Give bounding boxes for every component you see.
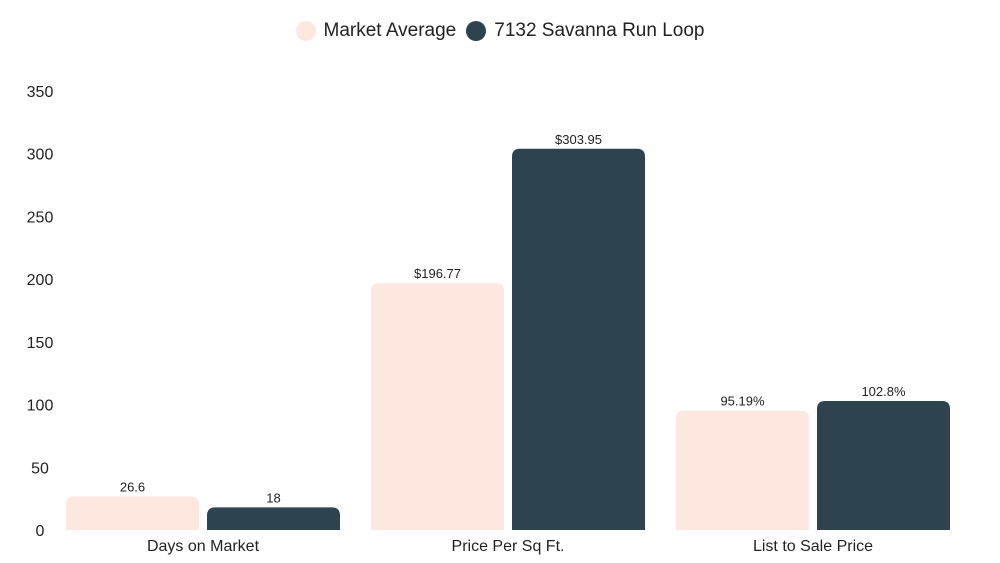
bar-2-1 (817, 401, 950, 530)
bar-2-0 (676, 410, 809, 530)
legend-item-market-average: Market Average (295, 20, 457, 42)
bar-1-1 (512, 148, 645, 530)
bar-0-1 (207, 507, 340, 530)
legend-item-property: 7132 Savanna Run Loop (466, 20, 704, 42)
legend-label-property: 7132 Savanna Run Loop (494, 20, 705, 41)
data-label-2-1: 102.8% (861, 384, 906, 399)
y-tick-label-250: 250 (27, 209, 54, 226)
legend-swatch-market-average (295, 21, 316, 41)
data-label-1-1: $303.95 (555, 132, 602, 147)
data-label-0-0: 26.6 (120, 480, 145, 495)
y-tick-label-0: 0 (36, 523, 45, 540)
legend-label-market-average: Market Average (323, 20, 457, 41)
legend: Market Average 7132 Savanna Run Loop (0, 20, 1000, 42)
y-tick-label-200: 200 (27, 272, 54, 289)
data-label-1-0: $196.77 (414, 266, 461, 281)
x-category-label-1: Price Per Sq Ft. (452, 538, 565, 555)
data-label-0-1: 18 (266, 490, 280, 505)
x-category-label-2: List to Sale Price (753, 538, 873, 555)
x-category-label-0: Days on Market (147, 538, 260, 555)
y-tick-label-150: 150 (27, 335, 54, 352)
bar-1-0 (371, 283, 504, 530)
y-tick-label-300: 300 (27, 147, 54, 164)
y-tick-label-100: 100 (27, 398, 54, 415)
data-label-2-0: 95.19% (720, 394, 765, 409)
y-tick-label-350: 350 (27, 84, 54, 101)
legend-swatch-property (466, 21, 487, 41)
bar-0-0 (66, 496, 199, 530)
y-tick-label-50: 50 (31, 460, 49, 477)
